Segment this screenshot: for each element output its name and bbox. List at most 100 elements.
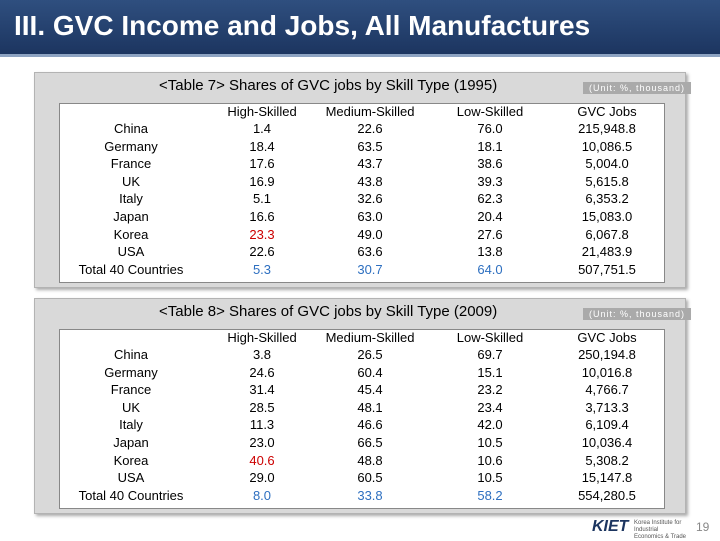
row-label: Korea	[113, 226, 149, 242]
table-cell: 63.6	[357, 244, 383, 260]
table-cell: 29.0	[249, 470, 275, 486]
table-cell: 62.3	[477, 191, 503, 207]
table-cell: 22.6	[249, 244, 275, 260]
table-cell: 60.4	[357, 364, 383, 380]
data-table: China Germany France UK Italy Japan Kore…	[59, 103, 665, 283]
table-cell: 23.2	[477, 382, 503, 398]
gvc-jobs-column: GVC Jobs 250,194.8 10,016.8 4,766.7 3,71…	[550, 330, 664, 508]
gvc-jobs-column: GVC Jobs 215,948.8 10,086.5 5,004.0 5,61…	[550, 104, 664, 282]
unit-label: (Unit: %, thousand)	[583, 82, 692, 94]
table-cell: 42.0	[477, 417, 503, 433]
column-header: Medium-Skilled	[325, 104, 415, 119]
table-cell: 31.4	[249, 382, 275, 398]
row-label: China	[114, 121, 148, 136]
table-cell: 15,083.0	[581, 208, 633, 224]
table-cell: 10.6	[477, 452, 503, 468]
table-cell: 5,615.8	[585, 173, 629, 189]
column-header: Low-Skilled	[456, 104, 524, 119]
logo-subtitle: Korea Institute for Industrial Economics…	[634, 520, 687, 540]
table-cell-total: 33.8	[357, 487, 383, 503]
table-cell: 23.4	[477, 399, 503, 415]
table-cell: 69.7	[477, 347, 503, 362]
table-cell: 39.3	[477, 173, 503, 189]
row-label: Germany	[104, 364, 158, 380]
table-cell: 43.7	[357, 156, 383, 172]
row-label: China	[114, 347, 148, 362]
table-cell: 507,751.5	[578, 261, 636, 277]
table-cell: 28.5	[249, 399, 275, 415]
low-skilled-column: Low-Skilled 69.7 15.1 23.2 23.4 42.0 10.…	[432, 330, 548, 508]
table-cell: 24.6	[249, 364, 275, 380]
row-label: UK	[121, 173, 141, 189]
low-skilled-column: Low-Skilled 76.0 18.1 38.6 39.3 62.3 20.…	[432, 104, 548, 282]
row-label: Japan	[113, 434, 149, 450]
table-cell: 18.1	[477, 138, 503, 154]
column-header-empty	[60, 330, 202, 346]
unit-label: (Unit: %, thousand)	[583, 308, 692, 320]
row-label: Korea	[113, 452, 149, 468]
row-label: Germany	[104, 138, 158, 154]
table-cell: 554,280.5	[578, 487, 636, 503]
row-label: USA	[117, 470, 145, 486]
table-cell: 38.6	[477, 156, 503, 172]
table-cell-total: 64.0	[477, 261, 503, 277]
table-cell: 26.5	[357, 347, 383, 362]
table-cell: 21,483.9	[581, 244, 633, 260]
table-cell: 6,353.2	[585, 191, 629, 207]
row-label: France	[110, 382, 152, 398]
table-cell: 10,036.4	[581, 434, 633, 450]
row-label: Total 40 Countries	[78, 487, 184, 503]
table-cell: 63.5	[357, 138, 383, 154]
table-cell-highlight: 40.6	[249, 452, 275, 468]
row-label: Japan	[113, 208, 149, 224]
table-cell: 13.8	[477, 244, 503, 260]
medium-skilled-column: Medium-Skilled 22.6 63.5 43.7 43.8 32.6 …	[312, 104, 428, 282]
table-cell: 20.4	[477, 208, 503, 224]
country-column: China Germany France UK Italy Japan Kore…	[60, 330, 202, 508]
column-header: Low-Skilled	[456, 330, 524, 345]
row-label: Italy	[119, 417, 143, 433]
table-cell: 11.3	[249, 417, 275, 433]
table-cell: 5,004.0	[585, 156, 629, 172]
table-cell: 22.6	[357, 121, 383, 136]
table-cell: 45.4	[357, 382, 383, 398]
table-cell-total: 5.3	[252, 261, 272, 277]
title-bar: III. GVC Income and Jobs, All Manufactur…	[0, 0, 720, 57]
table-cell: 60.5	[357, 470, 383, 486]
table-caption: <Table 7> Shares of GVC jobs by Skill Ty…	[159, 77, 498, 94]
table-caption-bar: <Table 8> Shares of GVC jobs by Skill Ty…	[35, 301, 692, 327]
table-cell: 49.0	[357, 226, 383, 242]
table-cell: 3.8	[252, 347, 272, 362]
table-cell: 3,713.3	[585, 399, 629, 415]
column-header: High-Skilled	[227, 104, 297, 119]
table-cell: 6,109.4	[585, 417, 629, 433]
table-cell: 10.5	[477, 434, 503, 450]
table-panel-2009: <Table 8> Shares of GVC jobs by Skill Ty…	[34, 298, 692, 514]
table-cell: 15,147.8	[581, 470, 633, 486]
table-cell: 27.6	[477, 226, 503, 242]
medium-skilled-column: Medium-Skilled 26.5 60.4 45.4 48.1 46.6 …	[312, 330, 428, 508]
table-cell: 5,308.2	[585, 452, 629, 468]
table-cell: 18.4	[249, 138, 275, 154]
table-cell-total: 58.2	[477, 487, 503, 503]
column-header: Medium-Skilled	[325, 330, 415, 345]
high-skilled-column: High-Skilled 3.8 24.6 31.4 28.5 11.3 23.…	[212, 330, 312, 508]
table-cell: 48.1	[357, 399, 383, 415]
country-column: China Germany France UK Italy Japan Kore…	[60, 104, 202, 282]
high-skilled-column: High-Skilled 1.4 18.4 17.6 16.9 5.1 16.6…	[212, 104, 312, 282]
table-cell: 15.1	[477, 364, 503, 380]
table-cell: 16.6	[249, 208, 275, 224]
table-cell-total: 30.7	[357, 261, 383, 277]
table-cell: 23.0	[249, 434, 275, 450]
table-cell: 17.6	[249, 156, 275, 172]
page-number: 19	[696, 520, 710, 534]
table-cell: 63.0	[357, 208, 383, 224]
row-label: France	[110, 156, 152, 172]
row-label: Total 40 Countries	[78, 261, 184, 277]
table-cell-highlight: 23.3	[249, 226, 275, 242]
table-caption-bar: <Table 7> Shares of GVC jobs by Skill Ty…	[35, 75, 692, 101]
table-cell: 76.0	[477, 121, 503, 136]
table-cell: 46.6	[357, 417, 383, 433]
column-header: GVC Jobs	[577, 330, 637, 345]
table-panel-1995: <Table 7> Shares of GVC jobs by Skill Ty…	[34, 72, 692, 288]
